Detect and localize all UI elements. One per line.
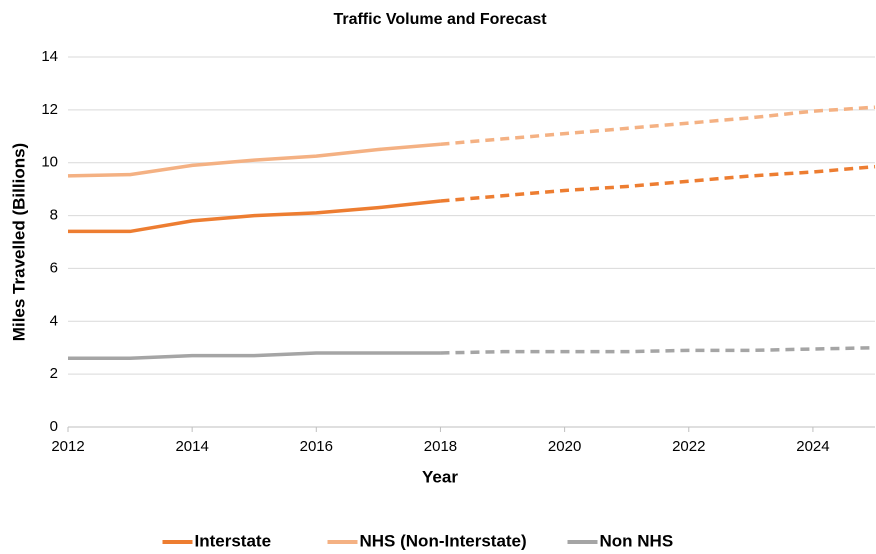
y-tick-label: 6 [50, 259, 58, 276]
series-line [68, 199, 441, 234]
y-tick-label: 4 [50, 312, 58, 329]
series-line [67, 142, 441, 178]
y-tick-label: 8 [50, 207, 58, 224]
y-tick-label: 0 [50, 418, 58, 435]
y-tick-label: 10 [41, 154, 58, 171]
x-tick-label: 2020 [548, 438, 581, 455]
x-tick-label: 2024 [796, 438, 829, 455]
series-line [68, 351, 441, 361]
x-tick-label: 2012 [51, 438, 84, 455]
forecast-line [440, 345, 876, 355]
legend-label: Non NHS [600, 531, 674, 550]
y-tick-label: 12 [41, 101, 58, 118]
forecast-line [440, 105, 876, 146]
legend-label: NHS (Non-Interstate) [360, 531, 527, 550]
y-tick-label: 2 [50, 365, 58, 382]
x-tick-label: 2016 [300, 438, 333, 455]
x-tick-label: 2022 [672, 438, 705, 455]
x-axis-label: Year [422, 467, 458, 486]
x-tick-label: 2014 [175, 438, 208, 455]
legend-label: Interstate [195, 531, 272, 550]
y-tick-label: 14 [41, 48, 58, 65]
forecast-line [440, 164, 876, 203]
chart-title: Traffic Volume and Forecast [333, 11, 547, 28]
x-tick-label: 2018 [424, 438, 457, 455]
y-axis-label: Miles Travelled (Billions) [9, 143, 28, 341]
